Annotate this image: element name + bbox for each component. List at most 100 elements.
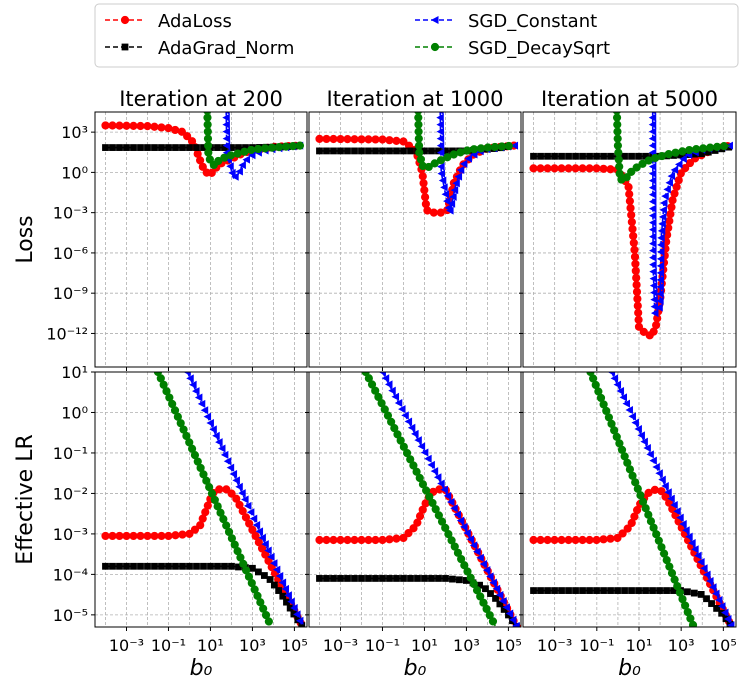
data-point <box>578 535 587 545</box>
data-point <box>444 530 453 539</box>
data-point <box>384 380 393 389</box>
data-point <box>222 141 231 150</box>
data-point <box>600 587 607 594</box>
data-point <box>660 198 668 207</box>
data-point <box>266 576 274 583</box>
data-point <box>204 148 213 157</box>
x-tick-label: 10⁻³ <box>323 636 358 655</box>
data-point <box>667 172 676 181</box>
data-point <box>450 186 459 195</box>
data-point <box>235 167 243 176</box>
data-point <box>193 562 200 570</box>
data-point <box>482 566 491 575</box>
data-point <box>151 562 158 570</box>
data-point <box>499 597 507 606</box>
data-point <box>171 531 180 540</box>
data-point <box>232 494 241 503</box>
data-point <box>557 164 566 173</box>
x-tick-label: 10¹ <box>411 636 438 655</box>
data-point <box>212 431 220 440</box>
data-point <box>150 122 159 131</box>
data-point <box>337 147 344 155</box>
data-point <box>464 154 473 163</box>
data-point <box>674 176 683 185</box>
data-point <box>275 572 284 581</box>
data-point <box>504 141 513 151</box>
data-point <box>536 535 545 545</box>
data-point <box>624 183 633 192</box>
data-point <box>657 487 666 496</box>
data-point <box>712 142 722 151</box>
data-point <box>656 275 664 284</box>
data-point <box>157 531 166 541</box>
data-point <box>718 609 726 617</box>
data-point <box>414 141 424 150</box>
data-point <box>246 508 255 517</box>
data-point <box>634 424 642 433</box>
data-point <box>377 399 386 408</box>
data-point <box>666 209 675 219</box>
axes-frame <box>94 111 308 368</box>
data-point <box>649 267 657 276</box>
data-point <box>650 288 658 297</box>
data-point <box>650 302 659 311</box>
data-point <box>437 479 445 488</box>
data-point <box>613 134 622 143</box>
data-point <box>592 535 601 545</box>
data-point <box>241 513 251 522</box>
data-point <box>572 152 579 160</box>
data-point <box>404 529 413 538</box>
data-point <box>656 247 665 256</box>
data-point <box>392 136 401 145</box>
data-point <box>678 147 687 156</box>
data-point <box>661 492 670 501</box>
data-point <box>649 246 657 255</box>
y-tick-label: 10⁻⁴ <box>53 565 88 584</box>
data-point <box>434 511 443 520</box>
data-point <box>615 162 624 171</box>
data-point <box>495 590 504 599</box>
data-point <box>172 144 179 151</box>
data-point <box>233 149 242 158</box>
data-point <box>200 406 209 415</box>
data-point <box>656 261 665 270</box>
data-point <box>633 294 642 303</box>
data-point <box>622 173 631 182</box>
data-point <box>203 412 212 421</box>
data-point <box>436 127 445 136</box>
data-point <box>350 135 359 144</box>
data-point <box>430 467 439 476</box>
data-point <box>437 517 447 526</box>
data-point <box>469 541 478 550</box>
data-point <box>123 144 130 151</box>
data-point <box>610 374 619 383</box>
data-point <box>663 587 670 594</box>
data-point <box>165 144 172 151</box>
data-point <box>612 113 622 122</box>
data-point <box>626 203 635 213</box>
data-point <box>691 150 698 158</box>
data-point <box>690 589 698 597</box>
data-point <box>137 562 144 570</box>
data-point <box>399 533 408 543</box>
data-point <box>130 144 137 151</box>
data-point <box>646 450 654 459</box>
data-point <box>264 617 273 626</box>
data-point <box>322 134 331 144</box>
data-point <box>190 525 200 534</box>
data-point <box>679 154 687 163</box>
data-point <box>550 535 559 545</box>
data-point <box>490 142 500 152</box>
data-point <box>251 531 260 541</box>
legend-frame <box>94 3 739 68</box>
data-point <box>486 572 494 581</box>
data-point <box>676 169 685 178</box>
data-point <box>257 544 267 553</box>
series-group <box>529 112 733 340</box>
data-point <box>550 164 559 173</box>
x-axis-label: b₀ <box>190 656 213 681</box>
data-point <box>418 480 428 489</box>
data-point <box>449 575 456 583</box>
data-point <box>508 615 517 624</box>
data-point <box>424 162 433 172</box>
